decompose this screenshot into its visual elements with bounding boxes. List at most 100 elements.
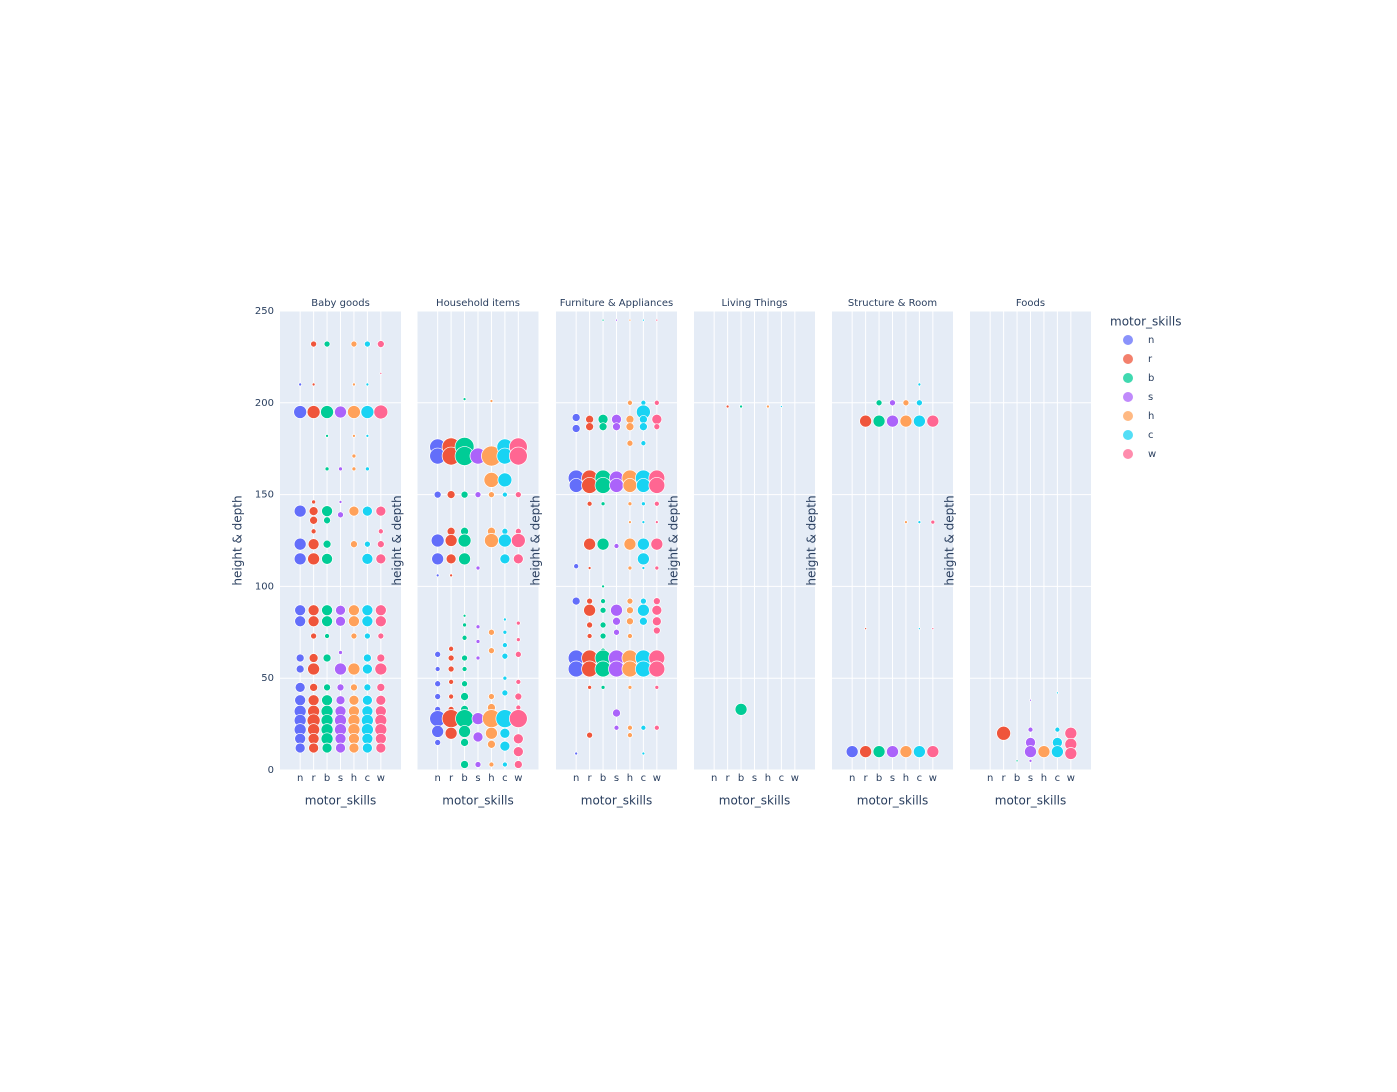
bubble (1027, 726, 1034, 733)
bubble (487, 739, 496, 749)
bubble (610, 603, 623, 617)
bubble (628, 520, 632, 524)
bubble (1054, 726, 1061, 733)
bubble (627, 501, 633, 507)
bubble (501, 652, 509, 660)
bubble (365, 466, 370, 472)
bubble (585, 422, 594, 432)
bubble (376, 653, 386, 663)
bubble (648, 477, 666, 494)
bubble (512, 553, 524, 565)
bubble (321, 742, 333, 754)
bubble (363, 653, 372, 663)
bubble (474, 491, 482, 498)
bubble (515, 637, 521, 642)
bubble (587, 566, 592, 570)
bubble (626, 617, 634, 626)
bubble (311, 382, 316, 387)
bubble (488, 647, 495, 655)
x-tick-label: r (312, 773, 317, 784)
bubble (460, 692, 469, 701)
bubble (321, 615, 333, 628)
bubble (338, 500, 343, 504)
bubble (514, 491, 522, 498)
bubble (641, 751, 646, 756)
bubble (323, 516, 331, 525)
x-tick-label: c (502, 773, 508, 784)
bubble (462, 397, 467, 401)
bubble (612, 422, 621, 432)
bubble (641, 566, 646, 570)
bubble (574, 751, 579, 756)
bubble (904, 520, 908, 524)
bubble (364, 540, 371, 548)
bubble (613, 628, 620, 636)
bubble (374, 615, 387, 628)
bubble (886, 414, 899, 428)
bubble (1024, 745, 1037, 758)
x-tick-label: r (588, 773, 593, 784)
bubble (503, 617, 507, 622)
bubble (1015, 759, 1019, 763)
bubble (307, 615, 320, 628)
x-tick-label: r (864, 773, 869, 784)
bubble (601, 584, 605, 589)
bubble (335, 742, 346, 754)
bubble (875, 399, 883, 407)
bubble (322, 653, 332, 663)
bubble (615, 318, 618, 322)
bubble (583, 537, 596, 551)
bubble (627, 724, 633, 731)
bubble (458, 552, 471, 566)
bubble (637, 552, 650, 566)
bubble (457, 533, 472, 548)
bubble (609, 478, 624, 493)
x-tick-label: s (475, 773, 480, 784)
bubble (294, 682, 306, 693)
bubble (334, 662, 347, 676)
bubble (311, 499, 316, 505)
bubble (499, 727, 511, 739)
x-axis-title: motor_skills (305, 794, 376, 808)
x-tick-label: w (791, 773, 799, 784)
bubble (626, 439, 634, 447)
bubble (637, 603, 650, 617)
bubble (294, 615, 307, 628)
bubble (364, 632, 371, 640)
legend-label: r (1148, 354, 1153, 365)
bubble (350, 632, 358, 640)
x-tick-label: c (365, 773, 371, 784)
bubble (926, 745, 940, 758)
x-tick-label: b (738, 773, 744, 784)
legend-label: w (1148, 449, 1156, 460)
bubble (307, 662, 320, 676)
bubble (622, 478, 638, 493)
legend-label: h (1148, 411, 1154, 422)
legend-marker (1123, 411, 1133, 421)
x-tick-label: n (297, 773, 303, 784)
subplot-title: Baby goods (311, 298, 370, 309)
bubble (449, 573, 453, 578)
bubble (508, 446, 528, 466)
bubble (474, 761, 482, 768)
y-tick-label: 150 (255, 490, 274, 501)
bubble (375, 553, 387, 565)
legend-marker (1123, 354, 1133, 364)
bubble (641, 501, 646, 507)
bubble (323, 683, 331, 692)
bubble (872, 414, 886, 428)
bubble (294, 742, 306, 754)
bubble (375, 742, 387, 754)
bubble (1064, 747, 1078, 760)
bubble (310, 528, 317, 535)
bubble (295, 653, 305, 663)
x-tick-label: s (614, 773, 619, 784)
bubble (430, 533, 445, 548)
x-tick-label: w (1067, 773, 1075, 784)
bubble (514, 692, 523, 701)
bubble (600, 598, 606, 604)
bubble (488, 761, 495, 768)
bubble (375, 505, 387, 517)
subplot-title: Furniture & Appliances (560, 298, 673, 309)
y-tick-label: 50 (261, 673, 274, 684)
